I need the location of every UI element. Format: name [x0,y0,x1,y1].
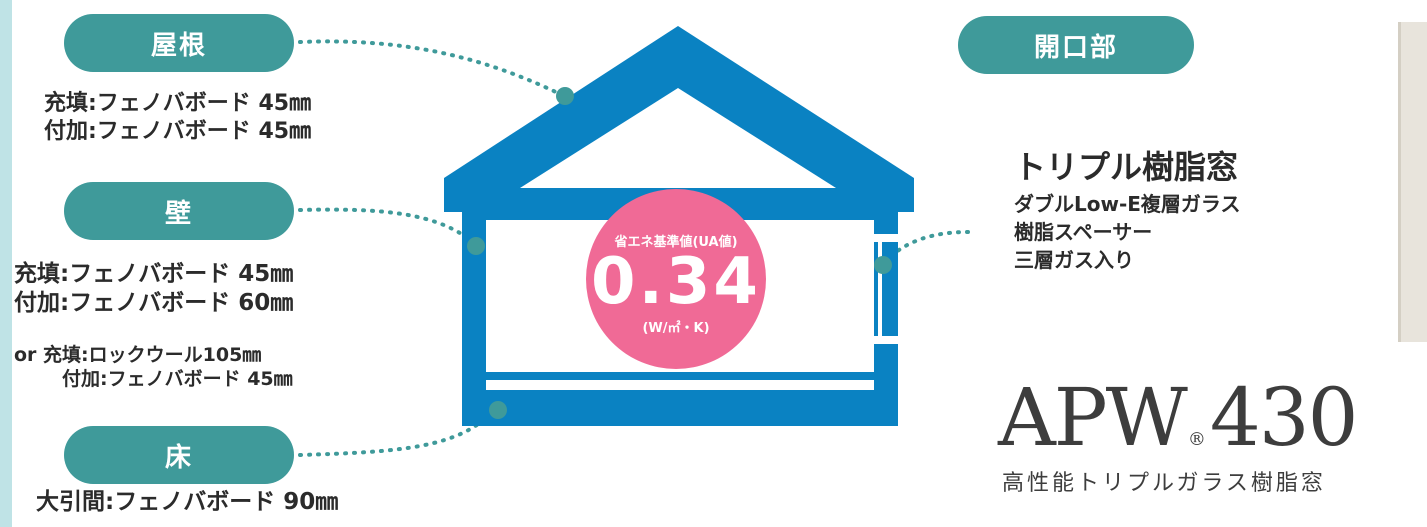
floor-dot [489,401,507,419]
window-title: トリプル樹脂窓 [1014,148,1239,186]
window-features: ダブルLow-E複層ガラス 樹脂スペーサー 三層ガス入り [1014,190,1241,274]
badge-unit: (W/㎡・K) [642,321,710,336]
badge-value: 0.34 [591,245,761,319]
product-number: 430 [1209,371,1359,464]
product-subtitle: 高性能トリプルガラス樹脂窓 [1002,471,1326,496]
opening-label: 開口部 [958,16,1194,74]
wall-spec-line: 充填:フェノバボード 45㎜ [14,261,294,287]
wall-dot [467,237,485,255]
window-dot [874,256,892,274]
window-feature: ダブルLow-E複層ガラス [1014,192,1241,216]
window-glass [878,242,882,336]
window-photo-edge [1398,22,1401,342]
wall-spec: 充填:フェノバボード 45㎜ 付加:フェノバボード 60㎜ [14,260,293,318]
roof-label: 屋根 [64,14,294,72]
roof-spec-line: 充填:フェノバボード 45㎜ [44,91,312,116]
badge-caption: 省エネ基準値(UA値) [614,235,738,250]
window-feature: 三層ガス入り [1014,248,1134,272]
roof-dot [556,87,574,105]
window-frame-top [868,234,898,242]
product-name: APW [998,371,1188,464]
wall-spec-line: 付加:フェノバボード 60㎜ [14,289,294,316]
wall-connector [298,207,478,247]
window-feature: 樹脂スペーサー [1014,220,1153,244]
wall-alt-line: or 充填:ロックウール105㎜ [14,344,262,366]
wall-alt-line: 付加:フェノバボード 45㎜ [62,367,293,390]
roof-spec-line: 付加:フェノバボード 45㎜ [44,118,312,144]
floor-label: 床 [64,426,294,484]
left-accent-bar [0,0,12,527]
wall-alt-spec: or 充填:ロックウール105㎜ 付加:フェノバボード 45㎜ [14,344,293,392]
registered-mark: ® [1187,429,1206,450]
window-photo [1398,22,1427,342]
floor-connector [298,408,496,457]
product-logo: APW ®430 [998,378,1359,458]
floor-gap [486,380,874,390]
attic-space [520,88,836,188]
floor-spec-line: 大引間:フェノバボード 90㎜ [36,489,339,515]
ua-value-badge: 省エネ基準値(UA値) 0.34 (W/㎡・K) [586,189,766,369]
wall-label: 壁 [64,182,294,240]
floor-spec: 大引間:フェノバボード 90㎜ [36,488,338,517]
window-frame-bottom [868,336,898,344]
roof-connector [298,39,564,97]
roof-spec: 充填:フェノバボード 45㎜ 付加:フェノバボード 45㎜ [44,90,311,145]
